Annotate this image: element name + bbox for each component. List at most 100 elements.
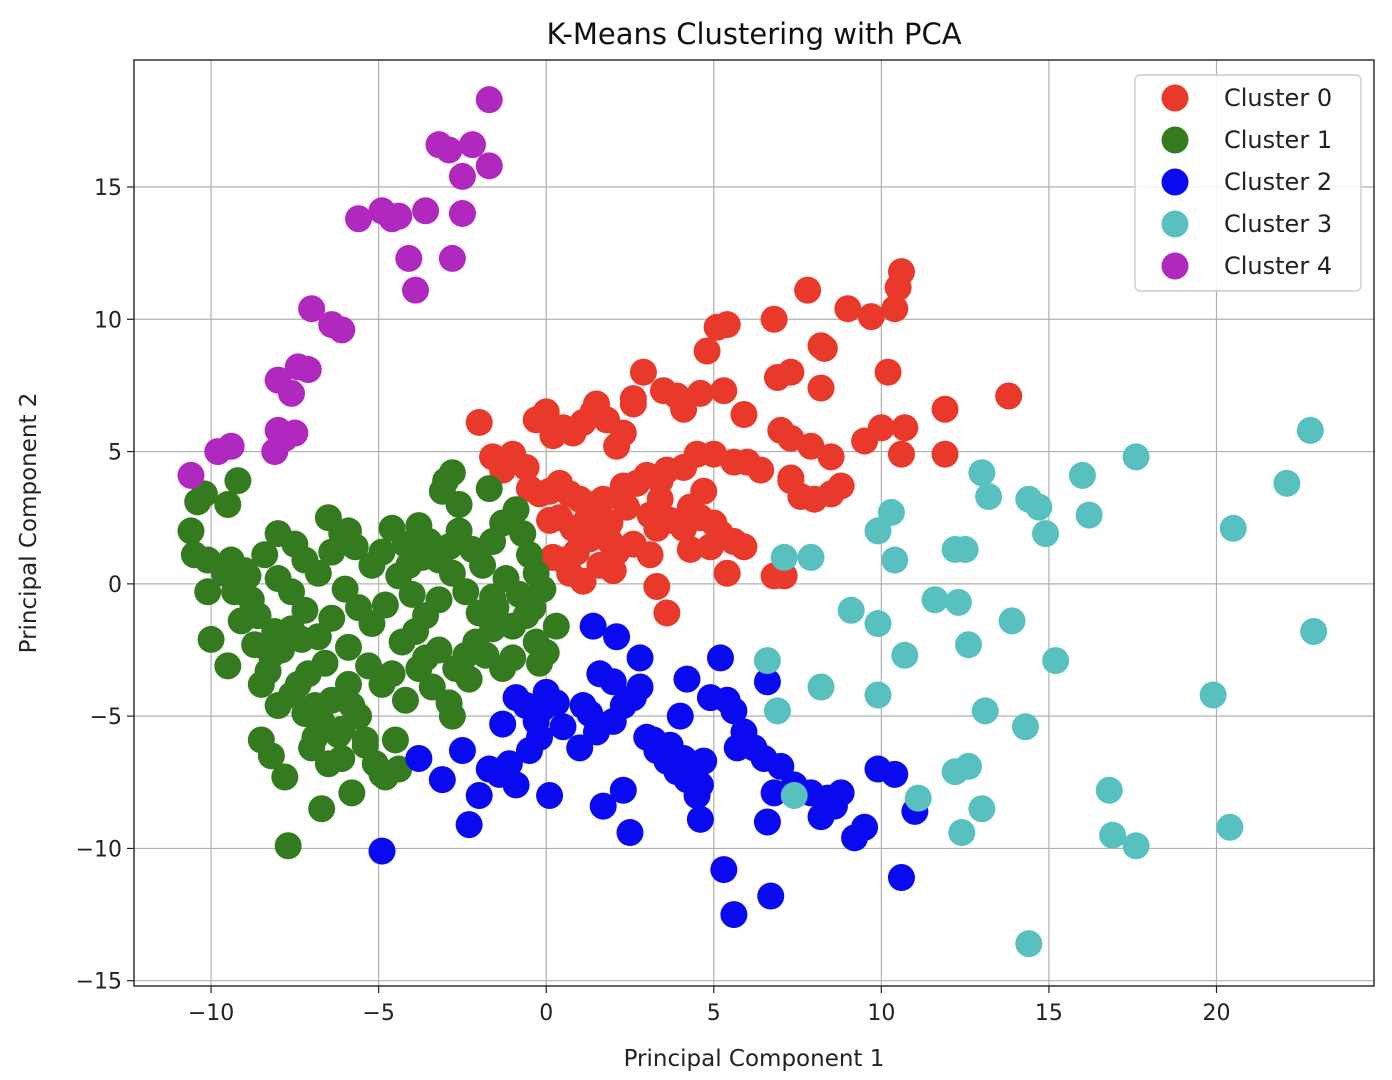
data-point bbox=[324, 721, 352, 749]
data-point bbox=[405, 744, 433, 772]
data-point bbox=[304, 559, 332, 587]
data-point bbox=[636, 501, 664, 529]
legend-marker bbox=[1161, 252, 1189, 280]
data-point bbox=[408, 543, 436, 571]
x-tick-label: 0 bbox=[539, 1001, 553, 1026]
data-point bbox=[177, 461, 205, 489]
data-point bbox=[807, 673, 835, 701]
data-point bbox=[904, 784, 932, 812]
data-point bbox=[656, 731, 684, 759]
data-point bbox=[402, 276, 430, 304]
data-point bbox=[757, 882, 785, 910]
data-point bbox=[720, 697, 748, 725]
legend-entry: Cluster 3 bbox=[1161, 210, 1332, 238]
data-point bbox=[887, 440, 915, 468]
data-point bbox=[579, 612, 607, 640]
data-point bbox=[448, 199, 476, 227]
data-point bbox=[1032, 520, 1060, 548]
legend: Cluster 0 Cluster 1 Cluster 2 Cluster 3 Clus… bbox=[1134, 74, 1362, 292]
legend-label: Cluster 1 bbox=[1224, 126, 1332, 154]
data-point bbox=[458, 131, 486, 159]
data-point bbox=[274, 832, 302, 860]
data-point bbox=[412, 197, 440, 225]
data-point bbox=[1296, 416, 1324, 444]
data-point bbox=[311, 649, 339, 677]
data-point bbox=[1199, 681, 1227, 709]
data-point bbox=[294, 356, 322, 384]
data-point bbox=[834, 295, 862, 323]
data-point bbox=[753, 808, 781, 836]
data-point bbox=[549, 713, 577, 741]
data-point bbox=[891, 641, 919, 669]
data-point bbox=[653, 599, 681, 627]
data-point bbox=[613, 493, 641, 521]
y-tick-label: −15 bbox=[76, 970, 122, 995]
x-tick-label: −5 bbox=[362, 1001, 394, 1026]
data-point bbox=[968, 795, 996, 823]
data-point bbox=[465, 408, 493, 436]
data-point bbox=[693, 337, 721, 365]
data-point bbox=[241, 631, 269, 659]
data-point bbox=[864, 610, 892, 638]
data-point bbox=[428, 766, 456, 794]
data-point bbox=[810, 334, 838, 362]
data-point bbox=[891, 414, 919, 442]
data-point bbox=[596, 509, 624, 537]
data-point bbox=[566, 734, 594, 762]
data-point bbox=[599, 557, 627, 585]
data-point bbox=[499, 644, 527, 672]
data-point bbox=[438, 702, 466, 730]
data-point bbox=[495, 750, 523, 778]
legend-entry: Cluster 1 bbox=[1161, 126, 1332, 154]
data-point bbox=[452, 578, 480, 606]
data-point bbox=[954, 631, 982, 659]
data-point bbox=[730, 533, 758, 561]
data-point bbox=[686, 771, 714, 799]
data-point bbox=[475, 86, 503, 114]
legend-label: Cluster 4 bbox=[1224, 252, 1332, 280]
data-point bbox=[1122, 832, 1150, 860]
data-point bbox=[381, 726, 409, 754]
data-point bbox=[1015, 930, 1043, 958]
data-point bbox=[676, 535, 704, 563]
data-point bbox=[190, 480, 218, 508]
data-point bbox=[304, 623, 332, 651]
data-point bbox=[177, 517, 205, 545]
data-point bbox=[328, 316, 356, 344]
data-point bbox=[1068, 461, 1096, 489]
legend-entry: Cluster 2 bbox=[1161, 168, 1332, 196]
data-point bbox=[338, 692, 366, 720]
y-tick-label: 10 bbox=[94, 308, 122, 333]
data-point bbox=[1075, 501, 1103, 529]
data-point bbox=[720, 901, 748, 929]
data-point bbox=[730, 718, 758, 746]
data-point bbox=[391, 686, 419, 714]
data-point bbox=[944, 588, 972, 616]
data-point bbox=[777, 358, 805, 386]
legend-label: Cluster 2 bbox=[1224, 168, 1332, 196]
data-point bbox=[1095, 776, 1123, 804]
data-point bbox=[271, 763, 299, 791]
data-point bbox=[887, 864, 915, 892]
data-point bbox=[455, 665, 483, 693]
data-point bbox=[666, 702, 694, 730]
data-point bbox=[636, 541, 664, 569]
data-point bbox=[398, 580, 426, 608]
data-point bbox=[626, 644, 654, 672]
data-point bbox=[334, 517, 362, 545]
axis-ticks: −10 −5 0 5 10 15 20 −15 −10 −5 0 5 10 15 bbox=[76, 176, 1231, 1026]
data-point bbox=[331, 575, 359, 603]
data-point bbox=[1273, 469, 1301, 497]
x-tick-label: 10 bbox=[867, 1001, 895, 1026]
data-point bbox=[760, 305, 788, 333]
data-point bbox=[368, 670, 396, 698]
data-point bbox=[851, 427, 879, 455]
data-point bbox=[569, 692, 597, 720]
data-point bbox=[797, 543, 825, 571]
data-point bbox=[251, 541, 279, 569]
data-point bbox=[214, 652, 242, 680]
data-point bbox=[971, 697, 999, 725]
data-point bbox=[526, 480, 554, 508]
data-point bbox=[489, 710, 517, 738]
